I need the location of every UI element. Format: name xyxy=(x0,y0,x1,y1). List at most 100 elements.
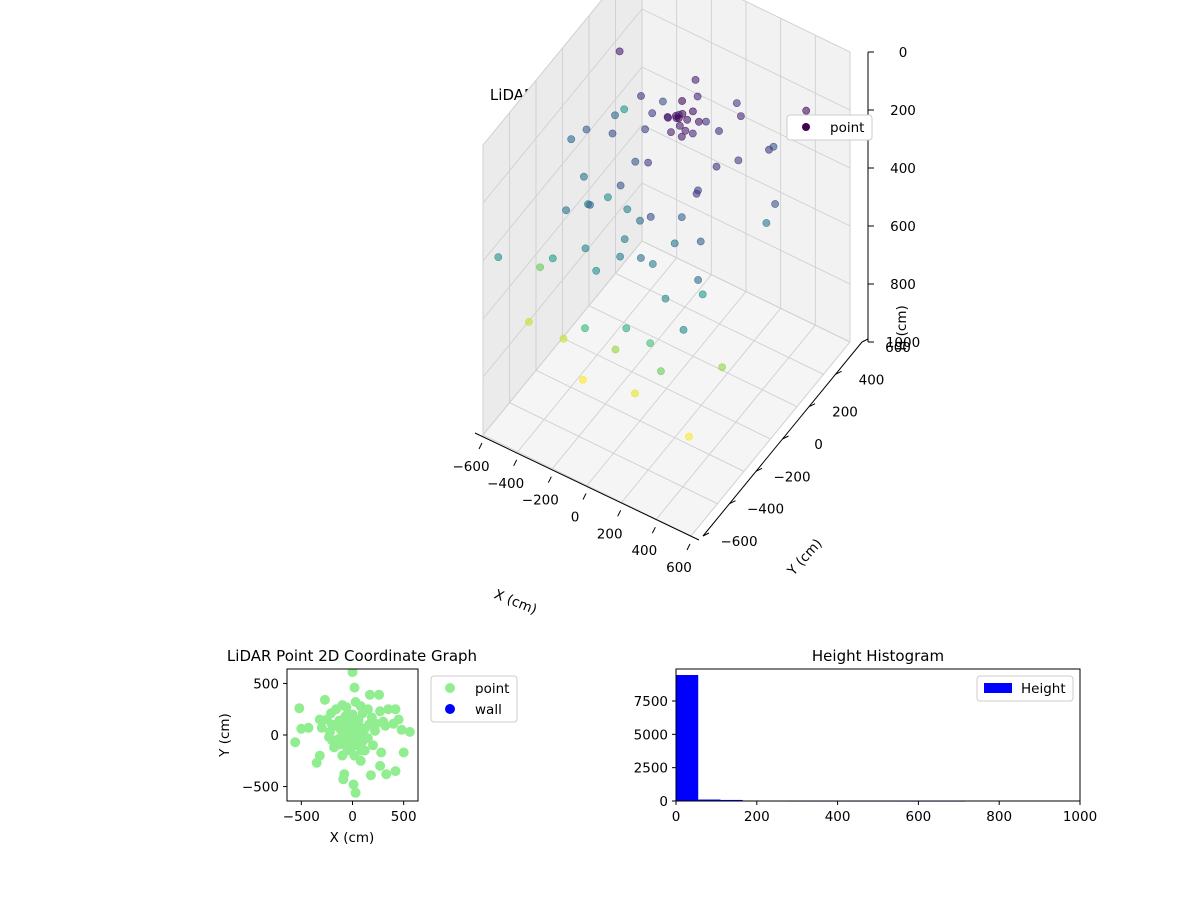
chart-3d-point xyxy=(631,389,639,398)
chart-histogram-y-tick-label: 0 xyxy=(659,794,668,810)
chart-3d-point xyxy=(715,127,723,135)
chart-3d-x-tick xyxy=(582,493,587,500)
chart-2d-point xyxy=(388,718,399,729)
chart-3d-point xyxy=(616,252,624,261)
chart-3d-point xyxy=(674,114,683,123)
chart-2d-point xyxy=(356,745,367,756)
chart-3d: LiDAR Point 3D Coordinate Graph −600−400… xyxy=(452,0,920,618)
chart-3d-x-tick xyxy=(513,459,518,467)
chart-2d-point xyxy=(380,720,391,731)
chart-3d-point xyxy=(678,97,686,105)
chart-3d-point xyxy=(692,189,701,198)
chart-3d-point xyxy=(644,158,652,167)
chart-3d-x-tick xyxy=(686,543,691,551)
chart-3d-z-tick-label: 0 xyxy=(899,45,908,61)
chart-3d-y-tick-label: 0 xyxy=(814,437,823,453)
chart-histogram-x-tick-label: 800 xyxy=(986,809,1012,825)
chart-3d-point xyxy=(693,92,702,101)
chart-2d-point xyxy=(331,704,342,715)
chart-histogram-legend-label: Height xyxy=(1021,681,1066,697)
chart-2d-xlabel: X (cm) xyxy=(330,830,375,846)
chart-3d-x-tick-label: −400 xyxy=(487,476,524,492)
chart-3d-point xyxy=(637,254,645,262)
chart-3d-point xyxy=(679,325,688,334)
chart-3d-y-tick-label: 200 xyxy=(832,405,858,421)
chart-3d-point xyxy=(696,237,705,246)
chart-2d-point xyxy=(383,704,394,715)
chart-3d-point xyxy=(802,106,811,115)
chart-3d-point xyxy=(548,254,557,263)
chart-3d-point xyxy=(582,125,591,134)
chart-3d-point xyxy=(681,126,690,135)
chart-3d-point xyxy=(675,121,684,130)
chart-2d-point xyxy=(294,703,305,714)
chart-3d-legend-marker xyxy=(802,123,810,131)
chart-3d-x-tick-label: 0 xyxy=(571,510,580,526)
chart-3d-point xyxy=(581,244,590,253)
chart-2d-legend-wall-marker xyxy=(445,704,455,714)
chart-2d-point xyxy=(335,739,346,750)
chart-2d-legend-point-marker xyxy=(445,683,455,693)
chart-2d-point xyxy=(365,770,376,781)
chart-3d-point xyxy=(659,97,667,106)
chart-3d-gridline-z xyxy=(482,0,851,146)
chart-2d-ylabel: Y (cm) xyxy=(217,713,233,758)
chart-histogram-y-tick-label: 2500 xyxy=(634,761,668,777)
chart-3d-y-tick xyxy=(755,467,763,472)
chart-3d-y-tick-label: −200 xyxy=(773,469,810,485)
chart-3d-point xyxy=(559,334,568,343)
chart-histogram-legend-box xyxy=(976,675,1074,702)
chart-3d-gridline-z xyxy=(482,8,851,204)
chart-3d-axes: −600−400−2000200400600−600−400−200020040… xyxy=(452,45,920,576)
chart-3d-point xyxy=(622,324,631,333)
chart-2d-point xyxy=(290,737,301,748)
chart-2d-point xyxy=(374,689,385,700)
chart-2d-point xyxy=(316,722,327,733)
chart-2d-point xyxy=(358,732,369,743)
chart-3d-point xyxy=(646,339,655,347)
chart-2d-point xyxy=(370,725,380,736)
chart-3d-point xyxy=(661,294,670,303)
chart-2d: LiDAR Point 2D Coordinate Graph −500 0 500… xyxy=(217,647,518,846)
chart-3d-x-tick xyxy=(651,526,656,534)
chart-3d-point xyxy=(636,216,644,225)
chart-3d-y-tick xyxy=(808,403,816,408)
chart-histogram-y-tick-label: 7500 xyxy=(634,694,668,710)
chart-3d-point xyxy=(689,107,697,116)
chart-3d-points xyxy=(494,47,811,441)
chart-2d-point xyxy=(390,704,401,715)
chart-3d-y-tick-label: −400 xyxy=(747,502,784,518)
chart-2d-point xyxy=(349,750,360,761)
chart-3d-point xyxy=(592,266,601,275)
chart-2d-point xyxy=(375,706,386,717)
chart-3d-y-tick xyxy=(702,532,710,537)
chart-3d-point xyxy=(691,76,700,84)
chart-2d-point xyxy=(350,787,361,798)
chart-3d-point xyxy=(695,117,703,126)
chart-3d-point xyxy=(648,109,657,118)
chart-3d-point xyxy=(718,363,726,372)
chart-2d-point xyxy=(319,694,330,705)
chart-3d-point xyxy=(683,115,692,124)
chart-3d-z-tick-label: 1000 xyxy=(886,335,920,351)
chart-3d-point xyxy=(771,200,779,208)
chart-3d-point xyxy=(536,263,544,272)
chart-3d-x-tick-label: −600 xyxy=(452,459,489,475)
chart-3d-point xyxy=(604,193,612,202)
chart-3d-zlabel: H (cm) xyxy=(894,305,910,351)
chart-3d-point xyxy=(712,162,721,171)
chart-3d-point xyxy=(567,135,576,144)
chart-3d-z-tick-label: 800 xyxy=(890,277,916,293)
chart-3d-point xyxy=(663,113,672,121)
chart-3d-point xyxy=(698,290,707,299)
chart-histogram: Height Histogram 0 200 400 600 800 1000 0 2500 5… xyxy=(634,647,1098,825)
chart-3d-point xyxy=(586,200,594,209)
chart-histogram-bar xyxy=(698,799,721,801)
chart-3d-point xyxy=(765,145,773,154)
chart-3d-y-tick xyxy=(861,338,869,343)
chart-3d-point xyxy=(581,324,589,333)
chart-3d-point xyxy=(580,172,588,181)
chart-2d-x-tick-label: 0 xyxy=(348,809,357,825)
chart-2d-point xyxy=(368,740,378,751)
